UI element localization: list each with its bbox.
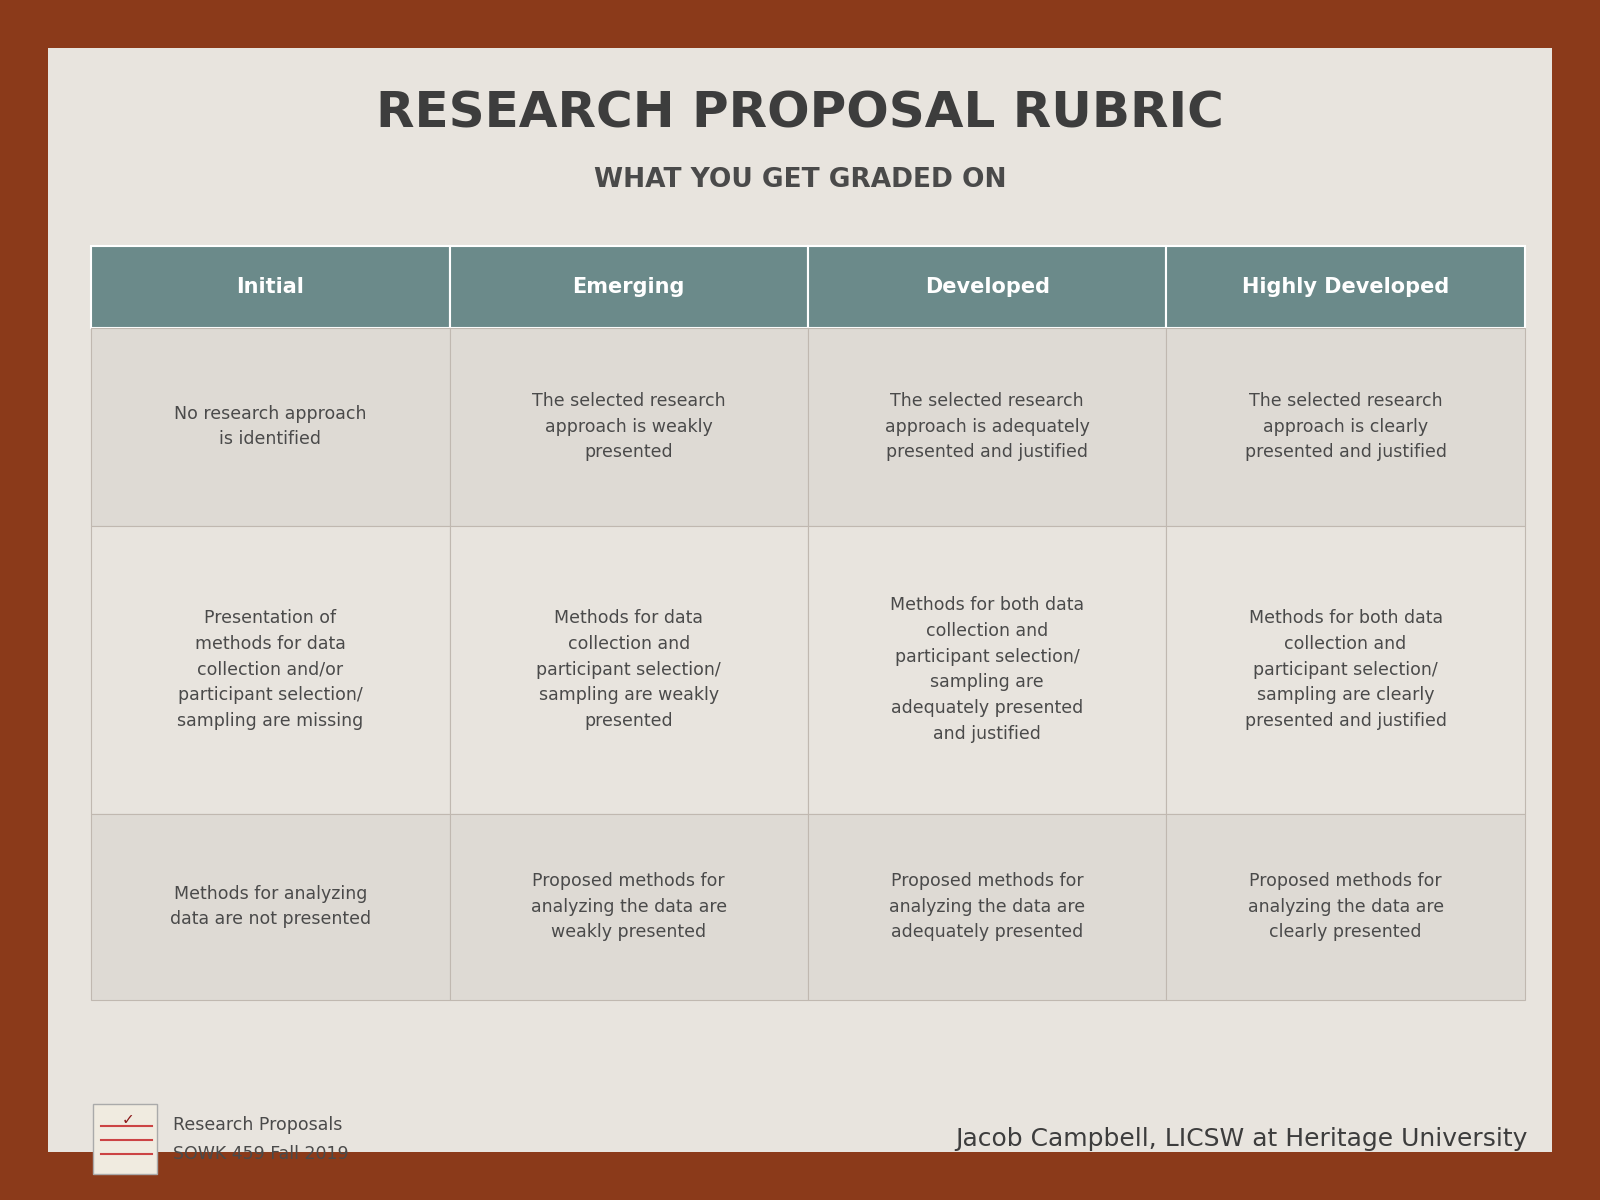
Text: Proposed methods for
analyzing the data are
adequately presented: Proposed methods for analyzing the data … [890,872,1085,941]
Text: SOWK 459 Fall 2019: SOWK 459 Fall 2019 [173,1145,349,1163]
Text: Methods for analyzing
data are not presented: Methods for analyzing data are not prese… [170,884,371,929]
Text: Proposed methods for
analyzing the data are
weakly presented: Proposed methods for analyzing the data … [531,872,726,941]
Text: ✓: ✓ [122,1112,134,1127]
Text: Highly Developed: Highly Developed [1242,277,1450,296]
Text: RESEARCH PROPOSAL RUBRIC: RESEARCH PROPOSAL RUBRIC [376,90,1224,138]
Text: Methods for both data
collection and
participant selection/
sampling are
adequat: Methods for both data collection and par… [890,596,1085,743]
Text: Jacob Campbell, LICSW at Heritage University: Jacob Campbell, LICSW at Heritage Univer… [955,1127,1528,1151]
Text: Initial: Initial [237,277,304,296]
Text: WHAT YOU GET GRADED ON: WHAT YOU GET GRADED ON [594,167,1006,193]
Text: Developed: Developed [925,277,1050,296]
Text: Emerging: Emerging [573,277,685,296]
Text: Proposed methods for
analyzing the data are
clearly presented: Proposed methods for analyzing the data … [1248,872,1443,941]
Text: Methods for both data
collection and
participant selection/
sampling are clearly: Methods for both data collection and par… [1245,610,1446,730]
Text: The selected research
approach is weakly
presented: The selected research approach is weakly… [531,392,726,461]
Text: Methods for data
collection and
participant selection/
sampling are weakly
prese: Methods for data collection and particip… [536,610,722,730]
Text: Presentation of
methods for data
collection and/or
participant selection/
sampli: Presentation of methods for data collect… [178,610,363,730]
Text: No research approach
is identified: No research approach is identified [174,404,366,449]
Text: The selected research
approach is clearly
presented and justified: The selected research approach is clearl… [1245,392,1446,461]
Text: Research Proposals: Research Proposals [173,1116,342,1134]
Text: The selected research
approach is adequately
presented and justified: The selected research approach is adequa… [885,392,1090,461]
